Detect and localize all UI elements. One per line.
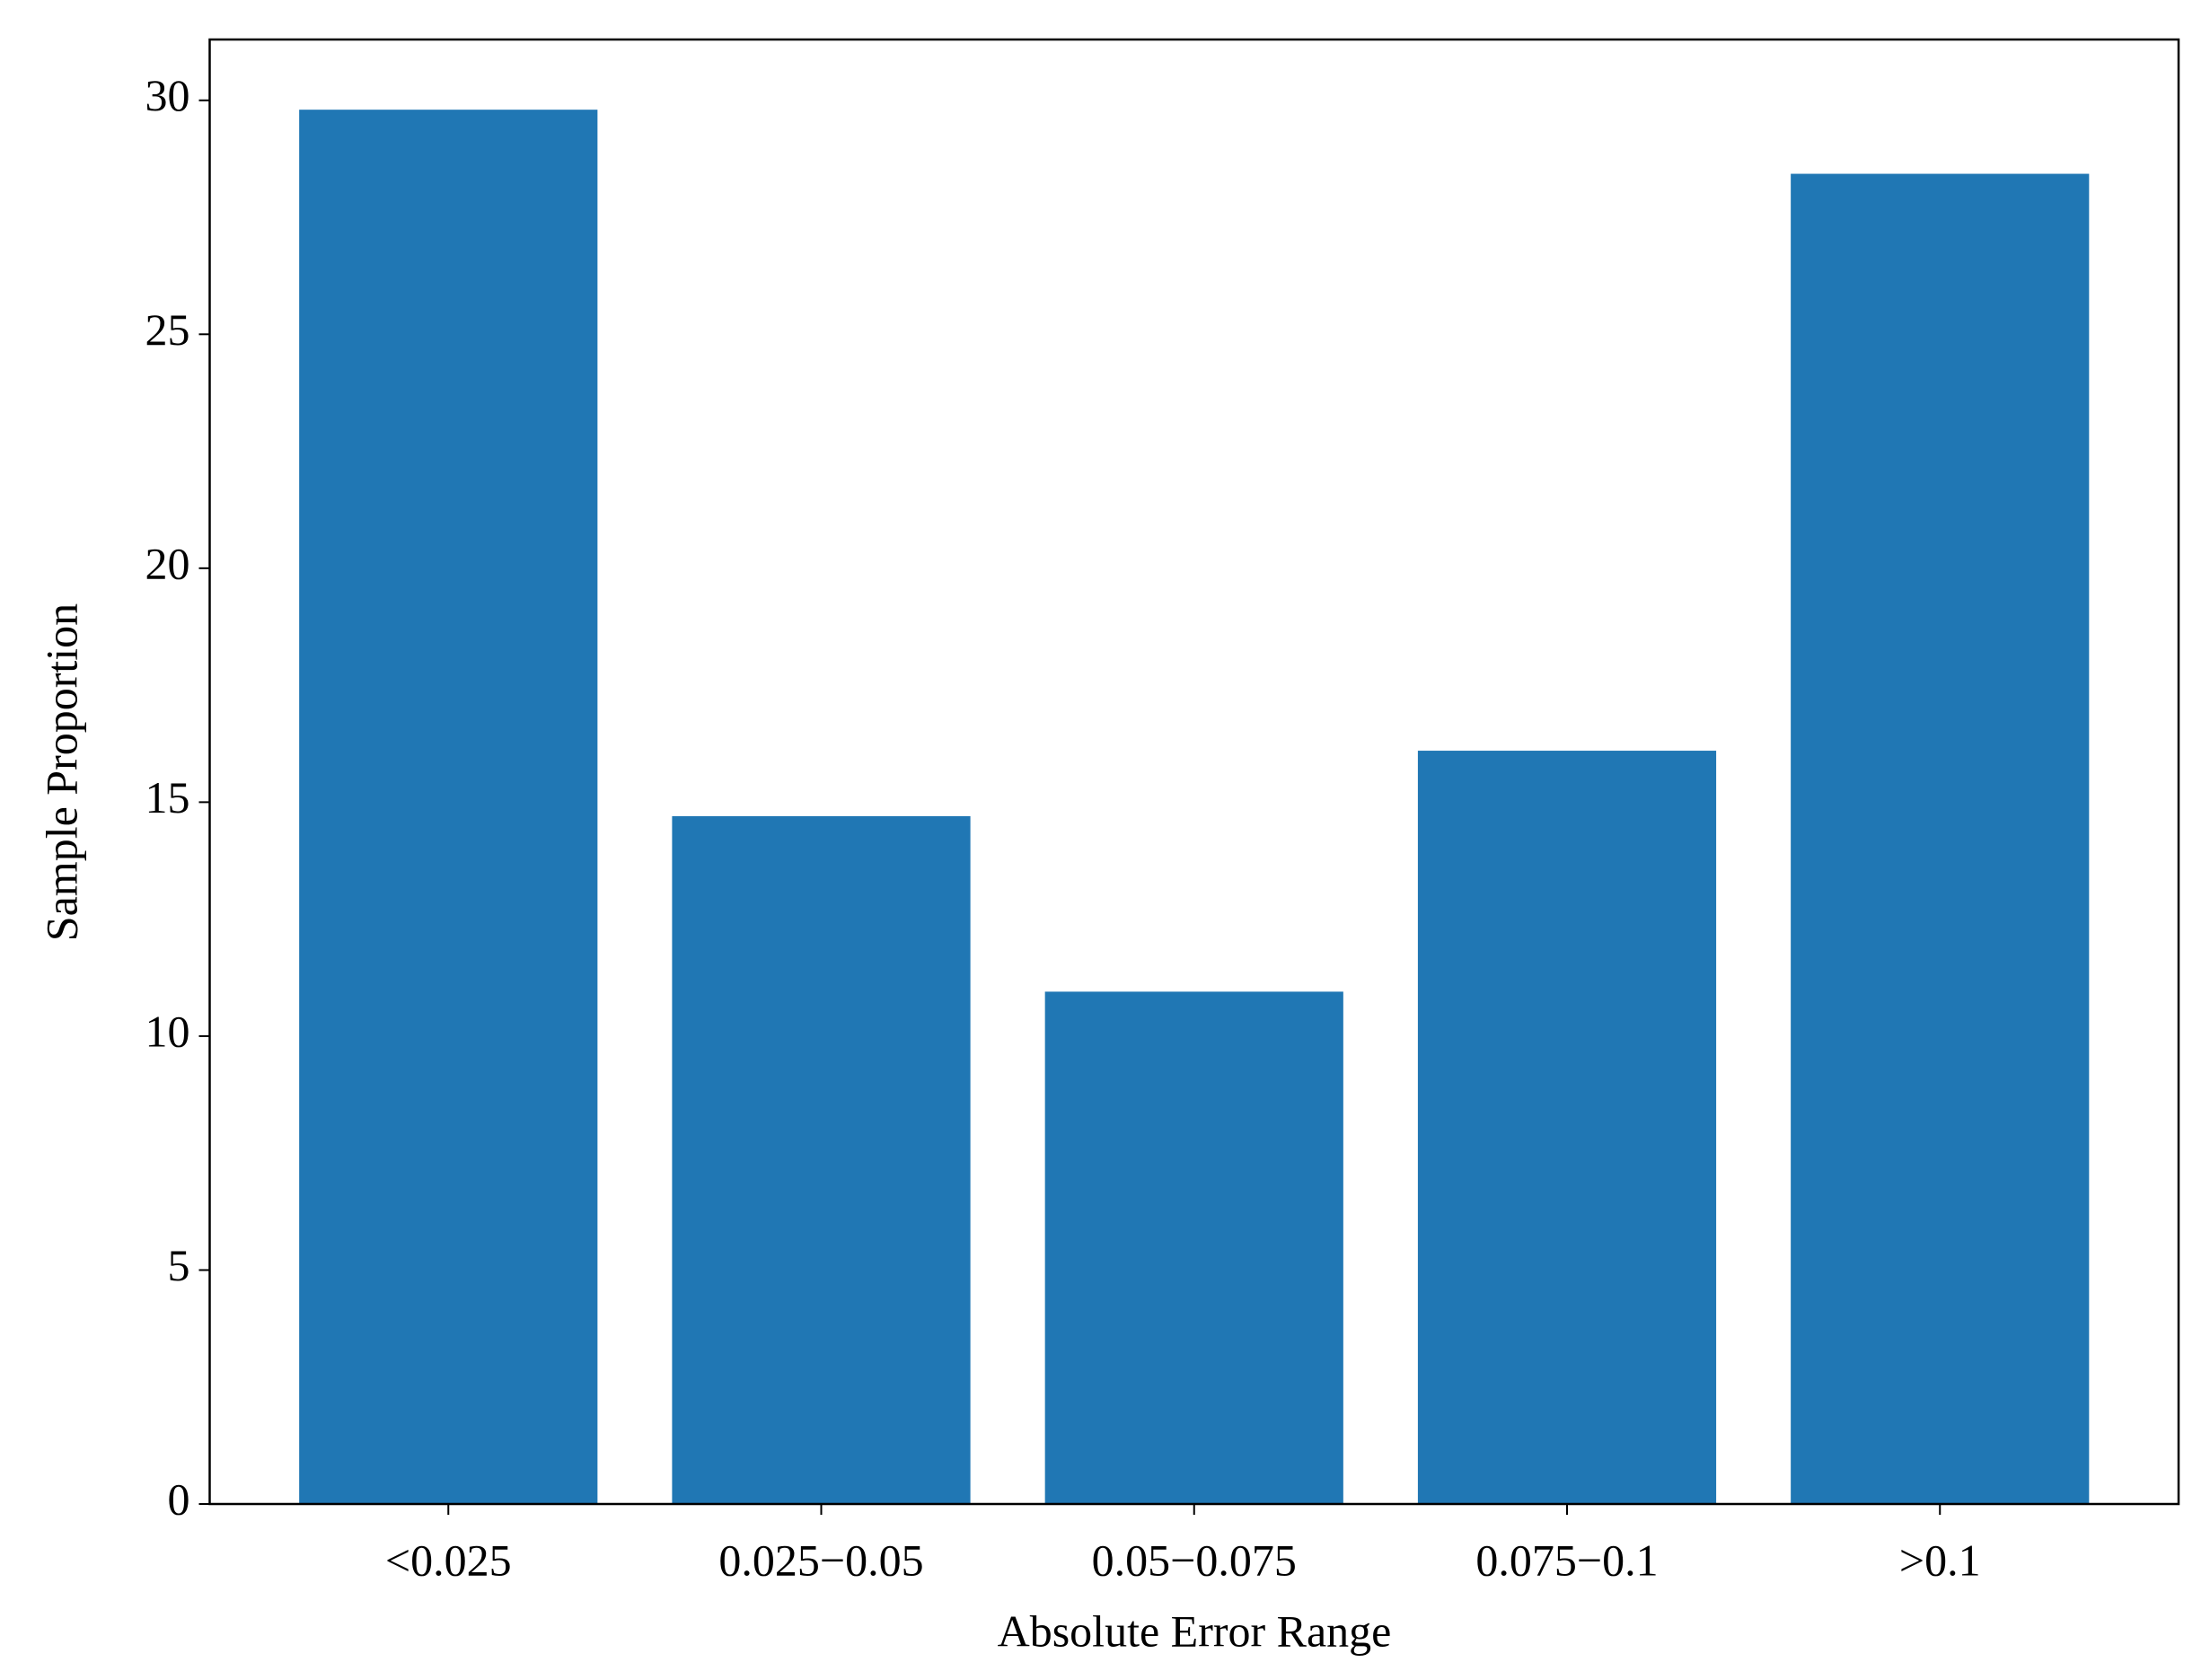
y-tick-label: 15 [145,772,190,822]
bar [1417,751,1717,1504]
bar [1044,991,1343,1504]
x-tick-label: 0.025−0.05 [718,1535,923,1585]
x-tick-label: <0.025 [385,1535,512,1585]
y-tick-label: 20 [145,538,190,588]
y-tick-label: 25 [145,304,190,355]
x-axis-label: Absolute Error Range [998,1605,1392,1656]
y-tick-label: 5 [168,1240,190,1290]
bar [299,110,598,1504]
bar [1791,173,2090,1504]
x-tick-label: 0.05−0.075 [1092,1535,1297,1585]
y-tick-label: 10 [145,1006,190,1056]
plot-frame [208,38,2180,1506]
x-tick-label: 0.075−0.1 [1475,1535,1658,1585]
y-tick-label: 30 [145,70,190,120]
y-tick-label: 0 [168,1473,190,1524]
y-axis-label: Sample Proportion [36,603,86,941]
x-tick-label: >0.1 [1899,1535,1981,1585]
bar [672,816,971,1504]
